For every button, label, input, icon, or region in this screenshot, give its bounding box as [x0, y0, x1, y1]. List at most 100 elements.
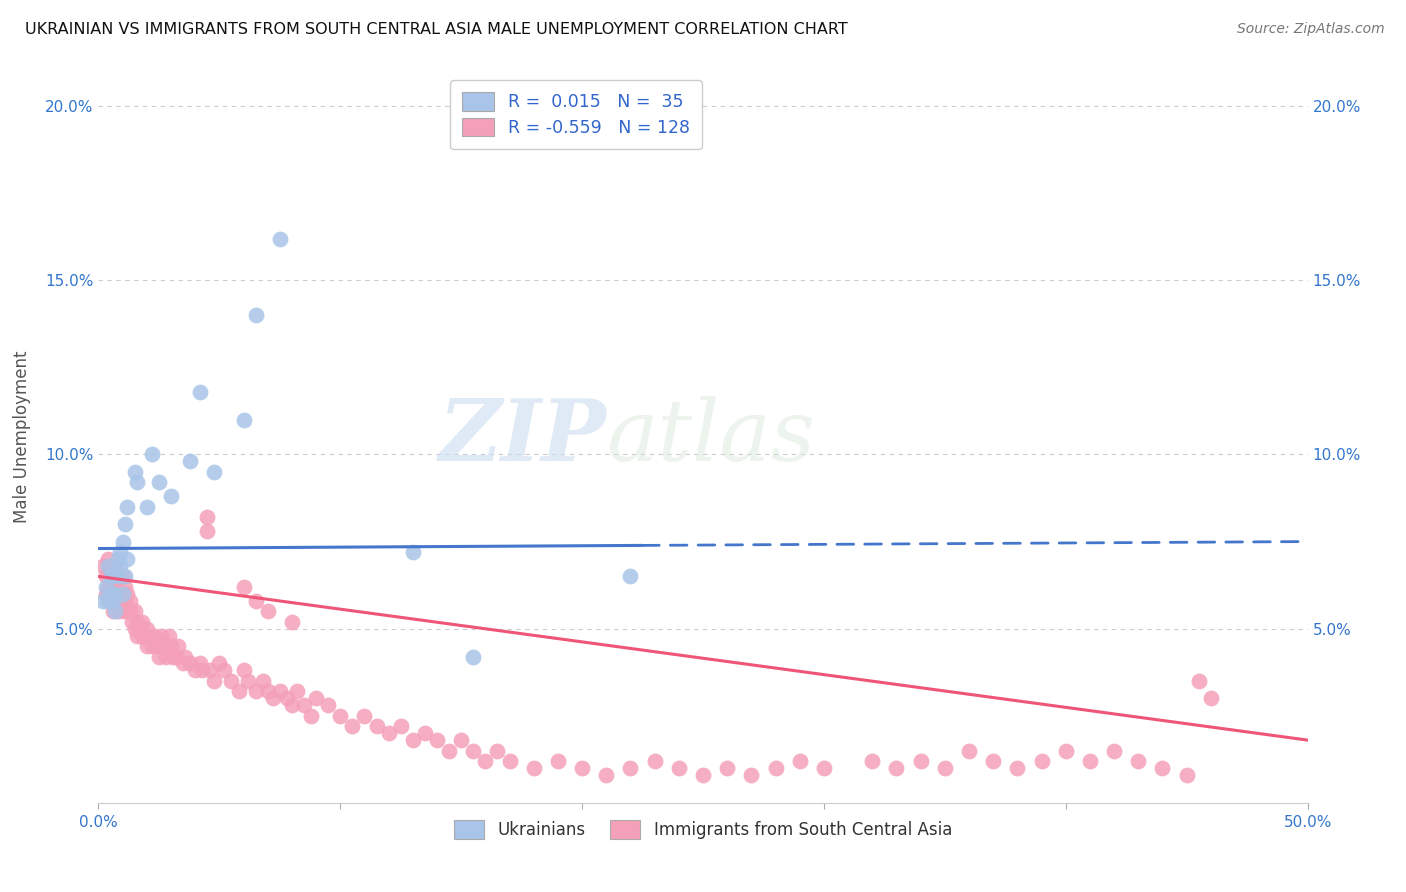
Point — [571, 761, 593, 775]
Point — [94, 580, 117, 594]
Point — [402, 545, 425, 559]
Point — [523, 761, 546, 775]
Point — [204, 673, 226, 688]
Point — [1102, 743, 1125, 757]
Point — [191, 664, 214, 678]
Point — [1031, 754, 1053, 768]
Point — [111, 534, 134, 549]
Point — [245, 308, 267, 322]
Point — [238, 673, 260, 688]
Point — [228, 684, 250, 698]
Point — [740, 768, 762, 782]
Point — [94, 569, 117, 583]
Point — [789, 754, 811, 768]
Point — [101, 569, 124, 583]
Point — [114, 594, 136, 608]
Point — [148, 475, 170, 490]
Point — [107, 569, 129, 583]
Point — [114, 580, 136, 594]
Point — [124, 604, 146, 618]
Point — [174, 649, 197, 664]
Point — [179, 454, 201, 468]
Point — [162, 649, 184, 664]
Point — [100, 587, 122, 601]
Point — [198, 664, 221, 678]
Point — [111, 587, 134, 601]
Point — [305, 691, 328, 706]
Point — [1188, 673, 1211, 688]
Point — [148, 649, 170, 664]
Text: ZIP: ZIP — [439, 395, 606, 479]
Point — [281, 698, 304, 713]
Point — [160, 639, 183, 653]
Point — [1078, 754, 1101, 768]
Point — [463, 743, 485, 757]
Point — [437, 743, 460, 757]
Point — [111, 587, 134, 601]
Point — [111, 569, 134, 583]
Point — [104, 594, 127, 608]
Point — [107, 569, 129, 583]
Point — [141, 448, 163, 462]
Point — [118, 594, 141, 608]
Point — [131, 615, 153, 629]
Point — [155, 649, 177, 664]
Point — [111, 604, 134, 618]
Point — [104, 604, 127, 618]
Point — [1175, 768, 1198, 782]
Point — [402, 733, 425, 747]
Point — [127, 629, 149, 643]
Point — [981, 754, 1004, 768]
Text: Source: ZipAtlas.com: Source: ZipAtlas.com — [1237, 22, 1385, 37]
Point — [117, 604, 139, 618]
Point — [619, 569, 641, 583]
Point — [104, 587, 127, 601]
Point — [100, 569, 122, 583]
Point — [108, 545, 131, 559]
Point — [100, 594, 122, 608]
Text: UKRAINIAN VS IMMIGRANTS FROM SOUTH CENTRAL ASIA MALE UNEMPLOYMENT CORRELATION CH: UKRAINIAN VS IMMIGRANTS FROM SOUTH CENTR… — [25, 22, 848, 37]
Legend: Ukrainians, Immigrants from South Central Asia: Ukrainians, Immigrants from South Centra… — [447, 814, 959, 846]
Point — [692, 768, 714, 782]
Point — [104, 580, 127, 594]
Point — [127, 615, 149, 629]
Point — [474, 754, 496, 768]
Point — [97, 558, 120, 573]
Y-axis label: Male Unemployment: Male Unemployment — [13, 351, 31, 524]
Point — [141, 639, 163, 653]
Point — [94, 587, 117, 601]
Point — [934, 761, 956, 775]
Point — [124, 622, 146, 636]
Point — [299, 708, 322, 723]
Point — [131, 629, 153, 643]
Point — [124, 465, 146, 479]
Point — [157, 629, 180, 643]
Point — [389, 719, 412, 733]
Point — [107, 587, 129, 601]
Point — [107, 604, 129, 618]
Point — [143, 629, 166, 643]
Point — [353, 708, 375, 723]
Point — [1152, 761, 1174, 775]
Point — [595, 768, 617, 782]
Point — [262, 691, 284, 706]
Point — [195, 524, 218, 538]
Point — [886, 761, 908, 775]
Point — [269, 684, 291, 698]
Point — [547, 754, 569, 768]
Point — [117, 587, 139, 601]
Point — [316, 698, 339, 713]
Point — [135, 500, 157, 514]
Point — [486, 743, 509, 757]
Point — [138, 629, 160, 643]
Point — [108, 587, 131, 601]
Point — [160, 489, 183, 503]
Point — [150, 629, 173, 643]
Point — [860, 754, 883, 768]
Point — [104, 558, 127, 573]
Point — [145, 639, 167, 653]
Point — [108, 594, 131, 608]
Point — [208, 657, 231, 671]
Point — [97, 552, 120, 566]
Point — [716, 761, 738, 775]
